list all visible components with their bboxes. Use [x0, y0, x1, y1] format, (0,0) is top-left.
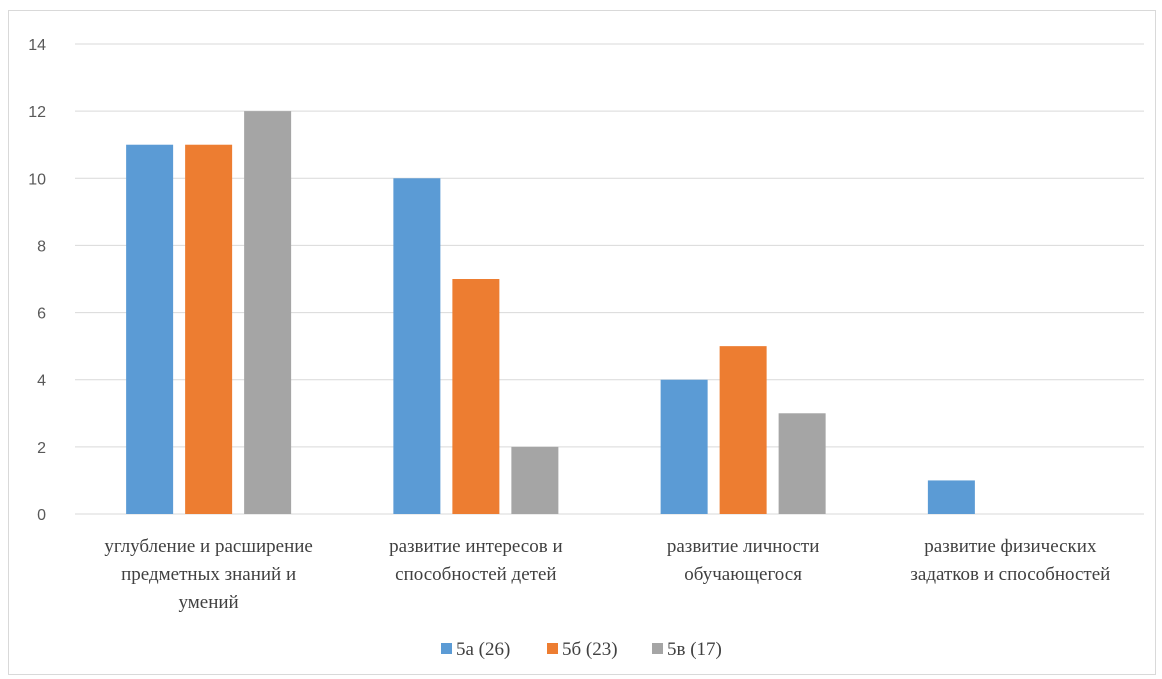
legend: 5а (26) 5б (23) 5в (17) [441, 639, 722, 660]
bar-1-2 [393, 178, 441, 515]
category-label: задатков и способностей [910, 564, 1110, 585]
bar-3-1 [244, 111, 292, 515]
bar-1-1 [126, 144, 174, 514]
category-label: обучающегося [684, 564, 802, 585]
y-tick-label: 14 [28, 37, 46, 54]
y-tick-label: 10 [28, 171, 46, 188]
category-label: развитие интересов и [389, 536, 563, 557]
legend-swatch [441, 643, 452, 654]
y-tick-label: 6 [37, 306, 46, 323]
bar-2-3 [719, 346, 767, 514]
legend-swatch [547, 643, 558, 654]
y-axis-ticks: 0 2 4 6 8 10 12 14 [28, 37, 46, 524]
category-label: умений [179, 592, 239, 613]
legend-label: 5в (17) [667, 639, 722, 660]
bar-2-2 [452, 279, 500, 514]
legend-label: 5б (23) [562, 639, 618, 660]
bar-3-3 [778, 413, 826, 514]
category-label: предметных знаний и [121, 564, 296, 585]
bar-2-1 [185, 144, 233, 514]
y-tick-label: 4 [37, 373, 46, 390]
bar-1-3 [660, 379, 708, 514]
bar-3-2 [511, 446, 559, 514]
category-labels: углубление и расширение предметных знаний… [104, 536, 1110, 613]
gridlines [75, 43, 1144, 515]
legend-swatch [652, 643, 663, 654]
y-tick-label: 2 [37, 440, 46, 457]
y-tick-label: 12 [28, 104, 46, 121]
bar-1-4 [927, 480, 975, 514]
category-label: углубление и расширение [104, 536, 312, 557]
y-tick-label: 8 [37, 238, 46, 255]
category-label: развитие личности [667, 536, 819, 557]
y-tick-label: 0 [37, 507, 46, 524]
category-label: способностей детей [395, 564, 556, 585]
legend-label: 5а (26) [456, 639, 510, 660]
category-label: развитие физических [924, 536, 1097, 557]
bars [126, 111, 975, 515]
